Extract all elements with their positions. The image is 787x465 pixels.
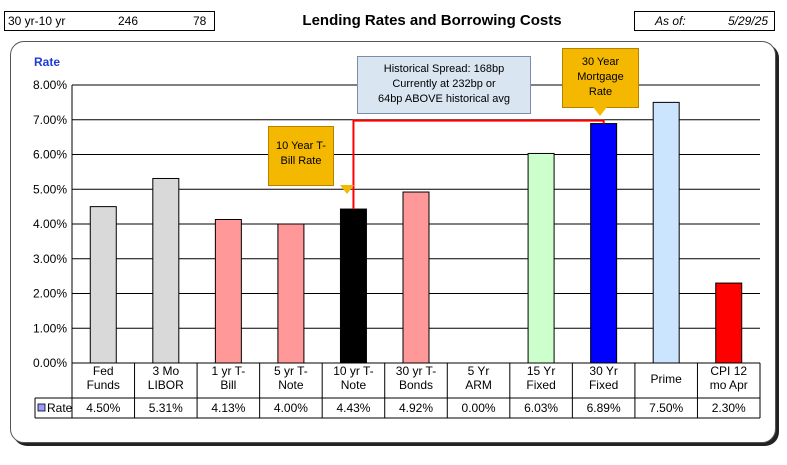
- y-tick-label: 7.00%: [33, 113, 67, 127]
- category-label: 5 Yr: [468, 364, 490, 378]
- data-label: 6.03%: [524, 401, 558, 415]
- category-label: 10 yr T-: [333, 364, 373, 378]
- legend-label: Rate: [47, 401, 73, 415]
- y-tick-label: 5.00%: [33, 182, 67, 196]
- ten-year-callout-pointer: [340, 185, 354, 194]
- bar: [152, 177, 180, 364]
- thirty-year-callout-pointer: [593, 107, 607, 116]
- data-label: 4.50%: [86, 401, 120, 415]
- y-tick-label: 6.00%: [33, 148, 67, 162]
- spread-note-line-2: Currently at 232bp or: [392, 78, 496, 90]
- data-label: 6.89%: [587, 401, 621, 415]
- data-label: 4.00%: [274, 401, 308, 415]
- ten-year-callout-line-1: 10 Year T-: [276, 140, 326, 152]
- y-tick-label: 2.00%: [33, 287, 67, 301]
- spread-label: 30 yr-10 yr: [8, 14, 66, 28]
- bar: [527, 152, 555, 364]
- category-label: Fixed: [526, 378, 555, 392]
- bar: [590, 123, 618, 364]
- ten-year-callout-line-2: Bill Rate: [280, 155, 322, 167]
- spread-note-callout: Historical Spread: 168bp Currently at 23…: [357, 56, 531, 114]
- data-label: 7.50%: [649, 401, 683, 415]
- category-label: Bill: [220, 378, 236, 392]
- category-label: LIBOR: [148, 378, 184, 392]
- category-label: mo Apr: [710, 378, 748, 392]
- y-tick-label: 0.00%: [33, 356, 67, 370]
- y-axis-label: Rate: [34, 55, 60, 69]
- as-of-box: As of: 5/29/25: [634, 11, 775, 31]
- as-of-label: As of:: [655, 14, 686, 28]
- category-label: 5 yr T-: [274, 364, 308, 378]
- category-label: 15 Yr: [527, 364, 555, 378]
- thirty-year-callout-line-3: Rate: [588, 86, 613, 98]
- thirty-year-callout-line-1: 30 Year: [581, 56, 620, 68]
- category-label: Fed: [93, 364, 114, 378]
- category-label: Fixed: [589, 378, 618, 392]
- category-label: Funds: [87, 378, 120, 392]
- spread-bracket-line: [352, 119, 605, 210]
- chart-title: Lending Rates and Borrowing Costs: [302, 12, 562, 29]
- bar: [277, 223, 305, 364]
- bar: [652, 101, 680, 364]
- y-tick-label: 3.00%: [33, 252, 67, 266]
- bar: [214, 218, 242, 364]
- y-tick-label: 8.00%: [33, 78, 67, 92]
- spread-difference-value: 78: [193, 14, 207, 28]
- legend-swatch: [37, 403, 46, 412]
- spread-note-line-1: Historical Spread: 168bp: [383, 63, 505, 75]
- data-label: 2.30%: [712, 401, 746, 415]
- category-label: 30 Yr: [589, 364, 617, 378]
- bar: [339, 208, 367, 364]
- data-label: 5.31%: [149, 401, 183, 415]
- spread-note-line-3: 64bp ABOVE historical avg: [377, 93, 511, 105]
- ten-year-callout: 10 Year T- Bill Rate: [268, 126, 334, 186]
- data-label: 4.92%: [399, 401, 433, 415]
- bar: [715, 282, 743, 364]
- data-label: 0.00%: [462, 401, 496, 415]
- bar: [402, 191, 430, 364]
- spread-summary-box: 30 yr-10 yr 246 78: [4, 11, 215, 31]
- category-label: Note: [341, 378, 367, 392]
- category-label: Bonds: [399, 378, 433, 392]
- data-label: 4.13%: [211, 401, 245, 415]
- category-label: 30 yr T-: [396, 364, 436, 378]
- thirty-year-callout: 30 Year Mortgage Rate: [562, 48, 639, 108]
- spread-current-value: 246: [118, 14, 139, 28]
- category-label: 3 Mo: [152, 364, 179, 378]
- as-of-date: 5/29/25: [728, 14, 769, 28]
- category-label: 1 yr T-: [211, 364, 245, 378]
- y-tick-label: 1.00%: [33, 321, 67, 335]
- y-tick-label: 4.00%: [33, 217, 67, 231]
- bar: [89, 206, 117, 364]
- category-label: Note: [278, 378, 304, 392]
- category-label: ARM: [465, 378, 492, 392]
- category-label: Prime: [651, 372, 683, 386]
- thirty-year-callout-line-2: Mortgage: [577, 71, 624, 83]
- category-label: CPI 12: [710, 364, 747, 378]
- data-label: 4.43%: [336, 401, 370, 415]
